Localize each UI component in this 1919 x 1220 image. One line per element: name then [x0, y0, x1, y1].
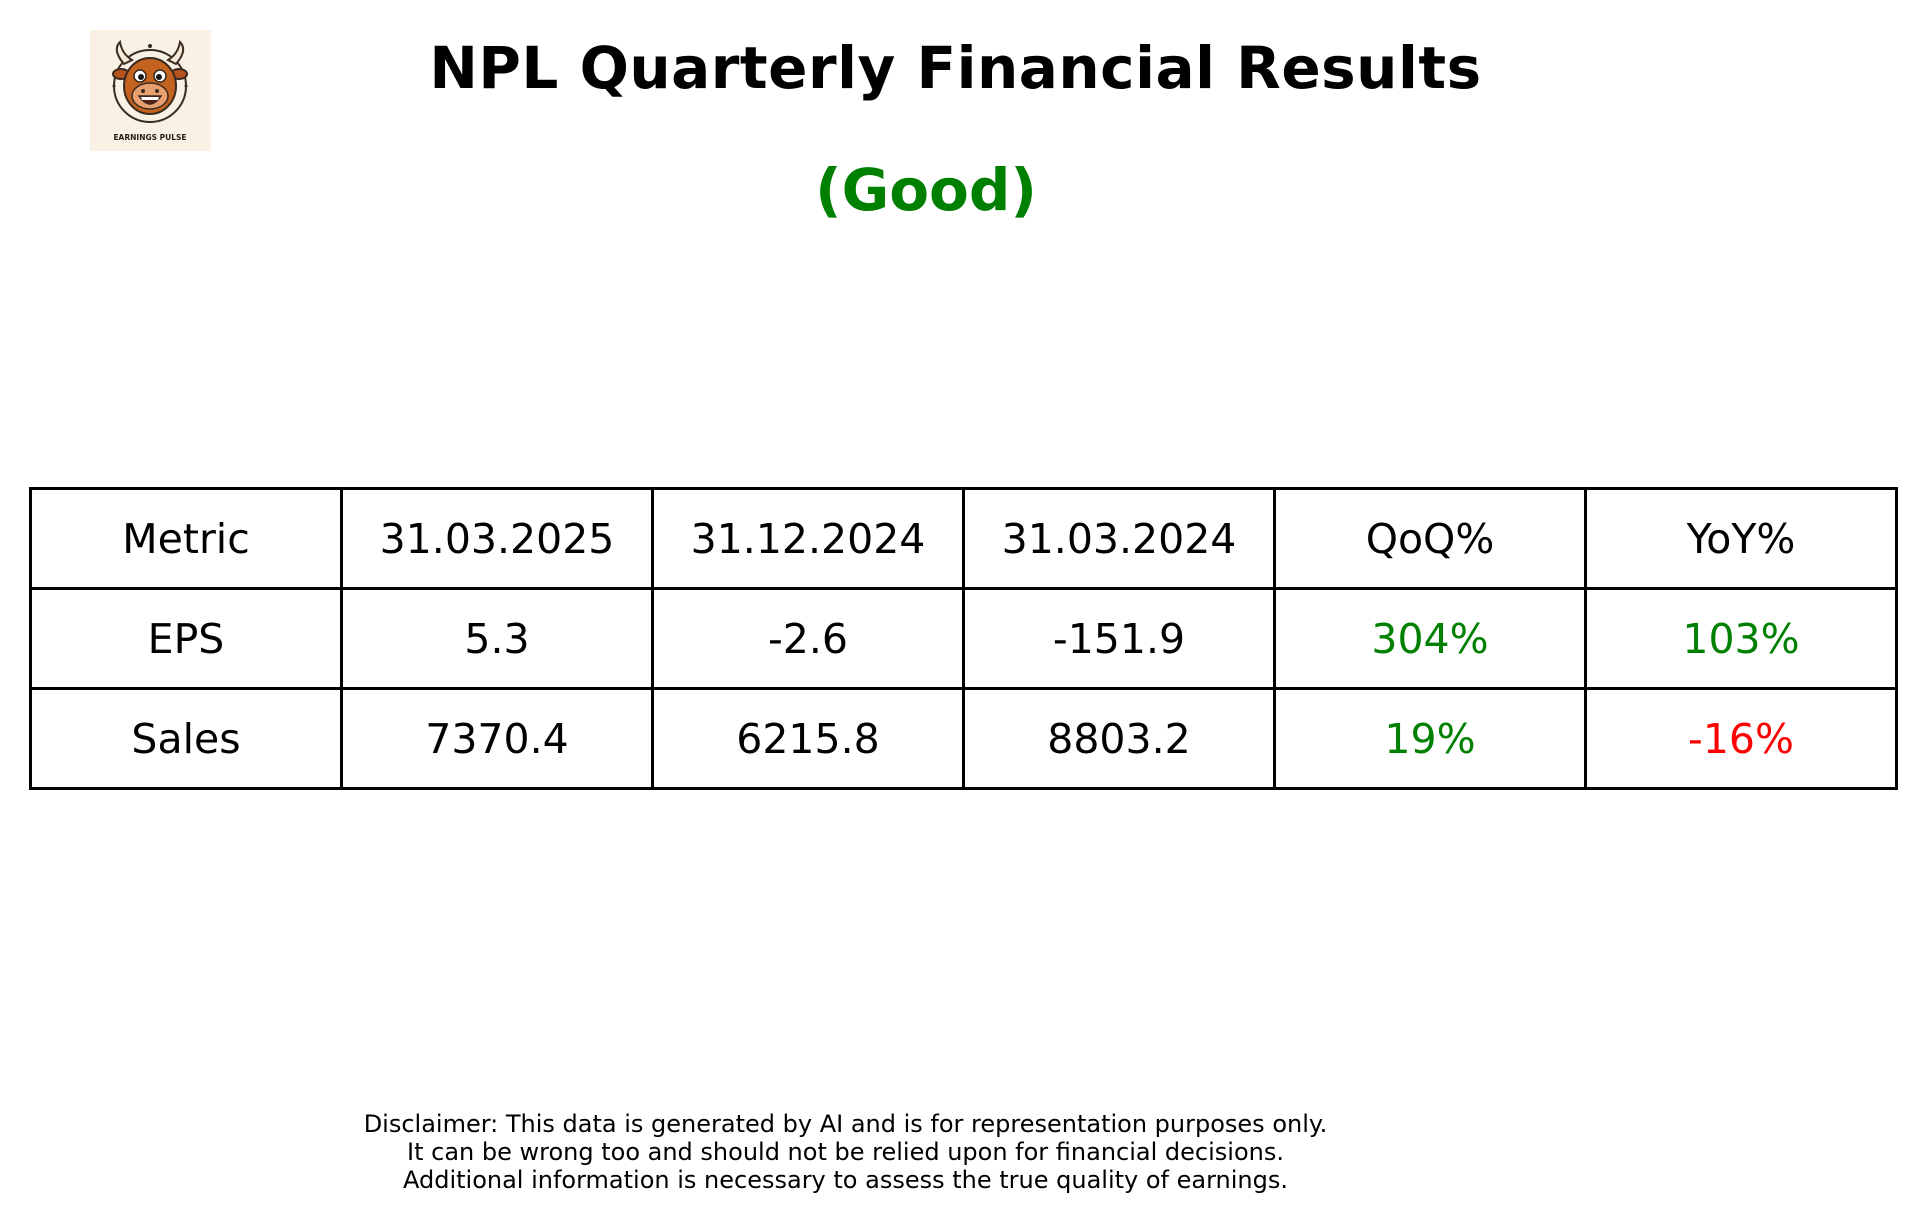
cell-eps-q1: 5.3 — [340, 587, 654, 690]
cell-eps-yoy: 103% — [1584, 587, 1898, 690]
cell-sales-q3: 8803.2 — [962, 687, 1276, 790]
cell-eps-qoq: 304% — [1273, 587, 1587, 690]
header-cell-q3: 31.03.2024 — [962, 487, 1276, 590]
cell-sales-qoq: 19% — [1273, 687, 1587, 790]
disclaimer: Disclaimer: This data is generated by AI… — [0, 1110, 1919, 1194]
disclaimer-line-2: It can be wrong too and should not be re… — [407, 1138, 1284, 1166]
header-cell-yoy: YoY% — [1584, 487, 1898, 590]
cell-metric-eps: EPS — [29, 587, 343, 690]
table-row-eps: EPS 5.3 -2.6 -151.9 304% 103% — [29, 587, 1898, 690]
bull-mascot-icon: EARNINGS PULSE — [112, 39, 188, 142]
page-title-text: NPL Quarterly Financial Results — [429, 34, 1482, 102]
header-cell-metric: Metric — [29, 487, 343, 590]
cell-sales-yoy: -16% — [1584, 687, 1898, 790]
cell-eps-q2: -2.6 — [651, 587, 965, 690]
table-row-sales: Sales 7370.4 6215.8 8803.2 19% -16% — [29, 687, 1898, 790]
page-title: NPL Quarterly Financial Results — [0, 34, 1919, 102]
table-header-row: Metric 31.03.2025 31.12.2024 31.03.2024 … — [29, 487, 1898, 590]
cell-eps-q3: -151.9 — [962, 587, 1276, 690]
disclaimer-line-1: Disclaimer: This data is generated by AI… — [363, 1110, 1328, 1138]
header-cell-q2: 31.12.2024 — [651, 487, 965, 590]
earnings-pulse-logo: EARNINGS PULSE — [90, 30, 211, 151]
verdict-label: (Good) — [815, 156, 1037, 224]
cell-sales-q2: 6215.8 — [651, 687, 965, 790]
cell-metric-sales: Sales — [29, 687, 343, 790]
results-table: Metric 31.03.2025 31.12.2024 31.03.2024 … — [29, 487, 1898, 790]
header-cell-q1: 31.03.2025 — [340, 487, 654, 590]
logo-caption: EARNINGS PULSE — [113, 133, 186, 142]
disclaimer-line-3: Additional information is necessary to a… — [402, 1166, 1288, 1194]
header-cell-qoq: QoQ% — [1273, 487, 1587, 590]
cell-sales-q1: 7370.4 — [340, 687, 654, 790]
